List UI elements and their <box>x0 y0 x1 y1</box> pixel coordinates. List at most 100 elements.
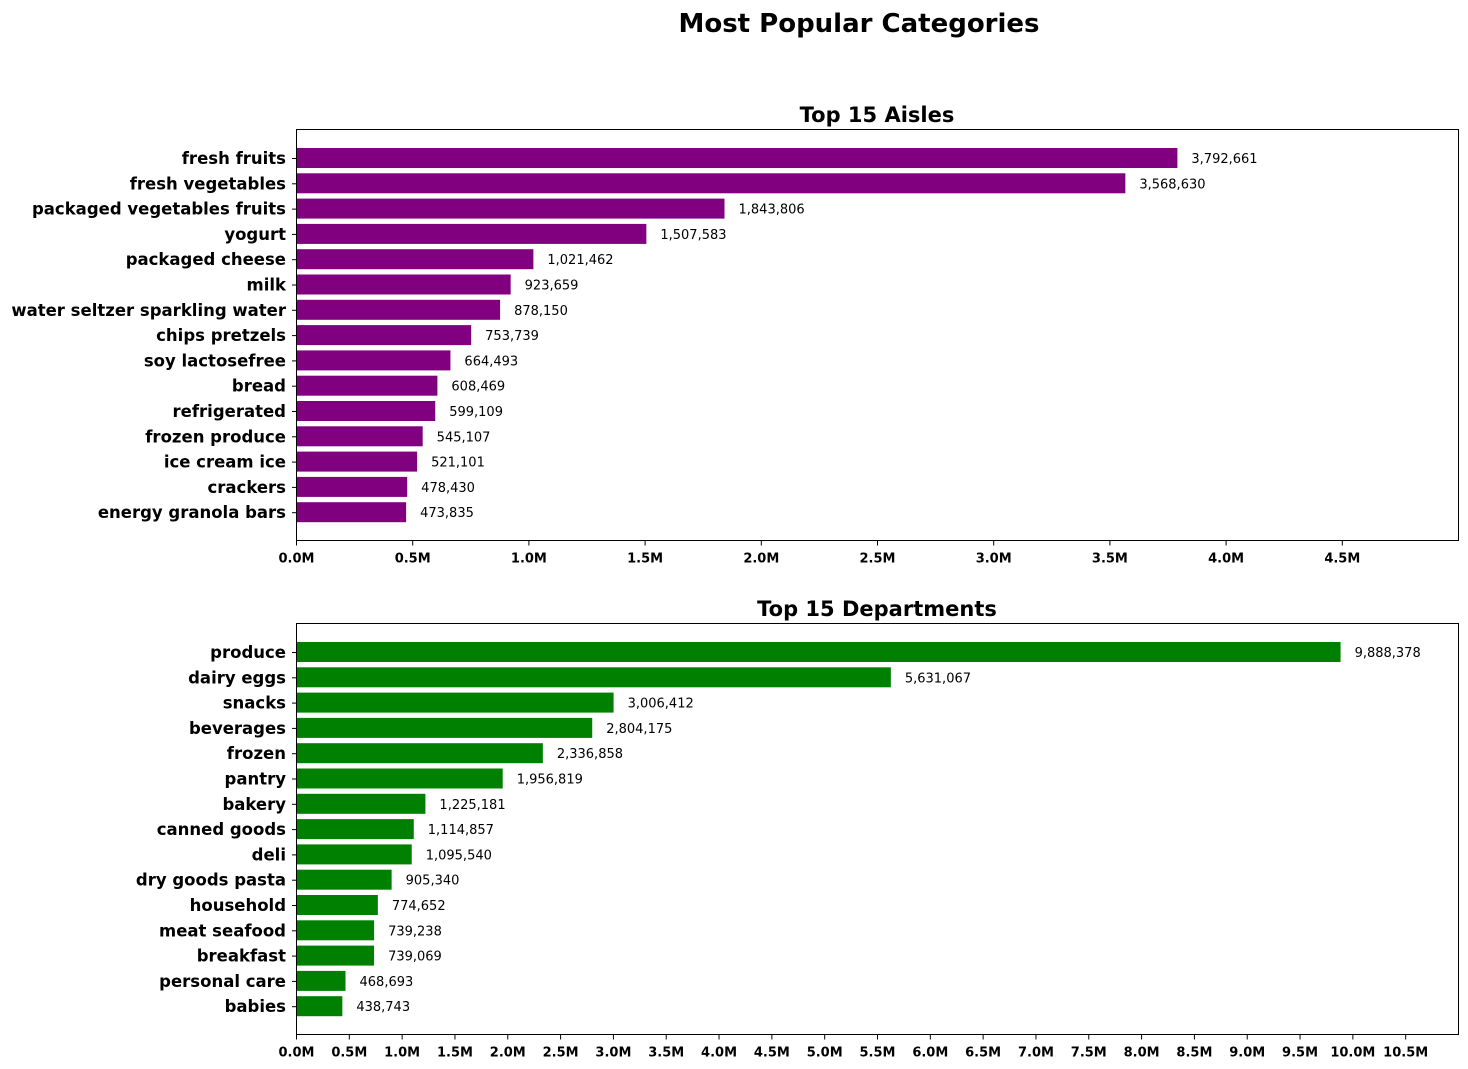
aisles-bars <box>296 148 1178 523</box>
aisles-x-tick-label: 0.0M <box>279 552 315 567</box>
departments-x-tick-label: 0.5M <box>331 1046 367 1061</box>
departments-value-label: 739,238 <box>388 924 442 939</box>
aisles-category-label: water seltzer sparkling water <box>11 301 287 320</box>
departments-value-label: 468,693 <box>360 975 414 990</box>
aisles-category-label: bread <box>232 377 286 396</box>
aisles-x-axis: 0.0M 0.5M 1.0M 1.5M 2.0M 2.5M 3.0M 3.5M 4.0M 4.5M <box>279 158 1360 567</box>
departments-x-tick-label: 3.5M <box>648 1046 684 1061</box>
departments-value-label: 438,743 <box>356 1000 410 1015</box>
departments-bar <box>296 895 378 915</box>
departments-x-tick-label: 9.5M <box>1282 1046 1318 1061</box>
departments-category-label: canned goods <box>157 820 286 839</box>
aisles-category-label: frozen produce <box>145 427 286 446</box>
departments-x-tick-label: 1.5M <box>437 1046 473 1061</box>
departments-x-tick-label: 5.0M <box>807 1046 843 1061</box>
departments-x-tick-label: 8.0M <box>1124 1046 1160 1061</box>
aisles-category-labels: fresh fruits fresh vegetables packaged veg… <box>11 149 287 522</box>
aisles-category-label: crackers <box>207 478 286 497</box>
departments-x-tick-label: 6.5M <box>965 1046 1001 1061</box>
departments-category-label: household <box>190 896 286 915</box>
departments-value-label: 9,888,378 <box>1355 646 1421 661</box>
departments-x-tick-label: 6.0M <box>912 1046 948 1061</box>
departments-value-label: 1,956,819 <box>517 773 583 788</box>
aisles-bar <box>296 173 1126 194</box>
departments-x-tick-label: 0.0M <box>279 1046 315 1061</box>
departments-value-label: 905,340 <box>406 874 460 889</box>
figure-title: Most Popular Categories <box>678 9 1039 39</box>
aisles-x-tick-label: 3.5M <box>1092 552 1128 567</box>
departments-x-tick-label: 10.0M <box>1330 1046 1375 1061</box>
aisles-bar <box>296 223 647 244</box>
departments-value-label: 739,069 <box>388 950 442 965</box>
departments-bar <box>296 692 614 713</box>
departments-x-tick-label: 7.5M <box>1071 1046 1107 1061</box>
aisles-category-label: refrigerated <box>173 402 286 421</box>
aisles-category-label: packaged vegetables fruits <box>32 200 286 219</box>
departments-value-label: 1,095,540 <box>426 848 492 863</box>
departments-category-label: meat seafood <box>159 921 286 940</box>
departments-value-label: 2,336,858 <box>557 747 623 762</box>
departments-bars <box>296 642 1341 1017</box>
departments-category-label: personal care <box>159 972 286 991</box>
aisles-value-label: 599,109 <box>449 405 503 420</box>
departments-bar <box>296 743 543 764</box>
departments-bar <box>296 920 375 941</box>
departments-value-labels: 9,888,378 5,631,067 3,006,412 2,804,175 2,33… <box>356 646 1420 1015</box>
departments-bar <box>296 768 503 789</box>
aisles-bar <box>296 299 501 320</box>
aisles-bar <box>296 198 725 219</box>
aisles-category-label: milk <box>247 276 288 295</box>
aisles-bar <box>296 502 407 523</box>
departments-category-label: beverages <box>189 719 286 738</box>
departments-x-tick-label: 5.5M <box>860 1046 896 1061</box>
aisles-x-tick-label: 2.5M <box>860 552 896 567</box>
aisles-bar <box>296 426 423 447</box>
departments-x-tick-label: 2.0M <box>490 1046 526 1061</box>
aisles-category-label: yogurt <box>224 225 286 244</box>
departments-x-axis: 0.0M 0.5M 1.0M 1.5M 2.0M 2.5M 3.0M 3.5M 4.0M 4.5M… <box>279 652 1428 1061</box>
aisles-value-label: 753,739 <box>485 329 539 344</box>
aisles-x-tick-label: 0.5M <box>395 552 431 567</box>
aisles-x-tick-label: 2.0M <box>743 552 779 567</box>
aisles-category-label: chips pretzels <box>156 326 286 345</box>
departments-category-label: deli <box>252 845 286 864</box>
departments-value-label: 5,631,067 <box>905 671 971 686</box>
aisles-bar <box>296 148 1178 168</box>
aisles-value-label: 1,507,583 <box>660 228 726 243</box>
aisles-value-label: 878,150 <box>514 304 568 319</box>
departments-value-label: 3,006,412 <box>628 697 694 712</box>
departments-bar <box>296 945 375 966</box>
departments-x-tick-label: 9.0M <box>1229 1046 1265 1061</box>
aisles-value-label: 3,792,661 <box>1191 152 1257 167</box>
aisles-bar <box>296 451 418 472</box>
aisles-chart-title: Top 15 Aisles <box>800 103 955 127</box>
aisles-category-label: packaged cheese <box>126 250 286 269</box>
aisles-x-tick-label: 1.5M <box>627 552 663 567</box>
aisles-value-label: 521,101 <box>431 456 485 471</box>
aisles-bar <box>296 350 451 371</box>
departments-x-tick-label: 1.0M <box>384 1046 420 1061</box>
departments-bar <box>296 970 346 991</box>
departments-value-label: 1,225,181 <box>439 798 505 813</box>
aisles-value-label: 545,107 <box>437 430 491 445</box>
departments-bar <box>296 642 1341 662</box>
aisles-value-label: 478,430 <box>421 481 475 496</box>
departments-bar <box>296 844 412 865</box>
aisles-value-label: 608,469 <box>451 380 505 395</box>
aisles-x-tick-label: 1.0M <box>511 552 547 567</box>
departments-category-label: pantry <box>225 770 287 789</box>
aisles-value-label: 473,835 <box>420 506 474 521</box>
departments-category-label: produce <box>210 643 286 662</box>
departments-value-label: 1,114,857 <box>428 823 494 838</box>
aisles-category-label: fresh vegetables <box>130 174 286 193</box>
aisles-bar <box>296 401 436 421</box>
departments-bar <box>296 869 392 890</box>
aisles-value-labels: 3,792,661 3,568,630 1,843,806 1,507,583 1,02… <box>420 152 1257 521</box>
departments-x-tick-label: 4.5M <box>754 1046 790 1061</box>
aisles-value-label: 1,843,806 <box>739 203 805 218</box>
aisles-bar <box>296 325 472 346</box>
departments-x-tick-label: 8.5M <box>1176 1046 1212 1061</box>
aisles-bar <box>296 476 408 497</box>
departments-category-label: snacks <box>223 694 286 713</box>
